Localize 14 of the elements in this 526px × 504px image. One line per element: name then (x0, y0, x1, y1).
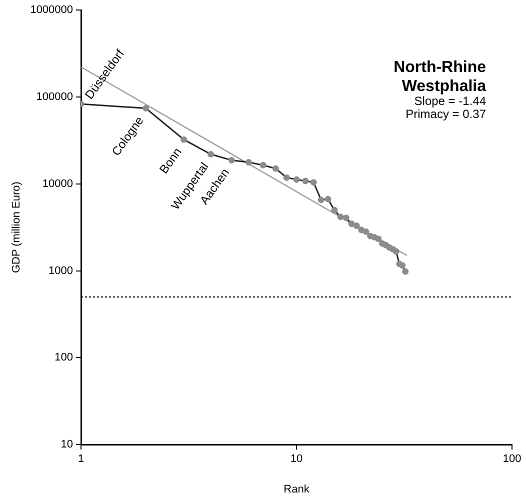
y-tick-label: 100000 (36, 90, 74, 103)
annotation: Slope = -1.44 (414, 94, 486, 108)
y-tick-label: 1000 (48, 264, 74, 277)
y-axis-title: GDP (million Euro) (10, 182, 23, 274)
y-tick-label: 10 (60, 438, 74, 451)
y-tick-label: 100 (54, 352, 74, 364)
x-tick-label: 100 (502, 453, 522, 466)
y-tick-label: 1000000 (30, 4, 74, 16)
x-tick-label: 10 (290, 453, 303, 466)
annotation: Primacy = 0.37 (406, 107, 486, 121)
x-axis-title: Rank (284, 483, 310, 496)
text: North-Rhine Westphalia (394, 59, 486, 95)
x-tick-label: 1 (78, 453, 84, 466)
y-tick-label: 10000 (42, 178, 74, 190)
